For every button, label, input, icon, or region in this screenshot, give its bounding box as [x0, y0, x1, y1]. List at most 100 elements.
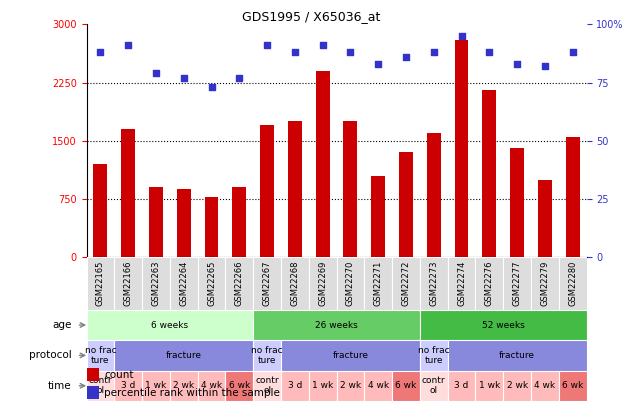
Bar [281, 340, 420, 371]
Bar [170, 371, 197, 401]
Point [373, 61, 383, 67]
Text: 4 wk: 4 wk [201, 381, 222, 390]
Text: GSM22268: GSM22268 [290, 261, 299, 306]
Text: 3 d: 3 d [454, 381, 469, 390]
Bar [94, 164, 108, 257]
Bar [392, 257, 420, 310]
Bar [447, 257, 476, 310]
Text: GSM22273: GSM22273 [429, 261, 438, 306]
Bar [260, 125, 274, 257]
Bar [538, 179, 552, 257]
Bar [281, 371, 309, 401]
Point [317, 42, 328, 49]
Text: GSM22270: GSM22270 [346, 261, 355, 306]
Bar [447, 340, 587, 371]
Bar [253, 340, 281, 371]
Text: 2 wk: 2 wk [506, 381, 528, 390]
Bar [510, 149, 524, 257]
Bar [226, 371, 253, 401]
Bar [281, 257, 309, 310]
Text: 6 weeks: 6 weeks [151, 320, 188, 330]
Bar [454, 40, 469, 257]
Text: contr
ol: contr ol [422, 376, 445, 395]
Text: GSM22274: GSM22274 [457, 261, 466, 306]
Text: GSM22280: GSM22280 [568, 261, 577, 306]
Text: fracture: fracture [499, 351, 535, 360]
Bar [309, 257, 337, 310]
Text: GSM22272: GSM22272 [401, 261, 410, 306]
Bar [226, 257, 253, 310]
Text: GSM22265: GSM22265 [207, 261, 216, 306]
Bar [233, 187, 246, 257]
Point [151, 70, 161, 77]
Bar [420, 371, 447, 401]
Text: 26 weeks: 26 weeks [315, 320, 358, 330]
Text: 6 wk: 6 wk [229, 381, 250, 390]
Bar [87, 371, 114, 401]
Text: 1 wk: 1 wk [479, 381, 500, 390]
Bar [253, 371, 281, 401]
Bar [177, 189, 191, 257]
Bar [337, 371, 364, 401]
Bar [482, 90, 496, 257]
Bar [371, 176, 385, 257]
Text: 1 wk: 1 wk [312, 381, 333, 390]
Bar [476, 257, 503, 310]
Bar [531, 257, 559, 310]
Text: no frac
ture: no frac ture [251, 346, 283, 365]
Bar [87, 310, 253, 340]
Bar [476, 371, 503, 401]
Point [567, 49, 578, 55]
Text: no frac
ture: no frac ture [418, 346, 449, 365]
Point [512, 61, 522, 67]
Bar [170, 257, 197, 310]
Bar [87, 257, 114, 310]
Bar [420, 257, 447, 310]
Bar [87, 386, 99, 399]
Text: protocol: protocol [29, 350, 72, 360]
Bar [197, 371, 226, 401]
Bar [531, 371, 559, 401]
Text: 6 wk: 6 wk [562, 381, 583, 390]
Bar [315, 71, 329, 257]
Text: 2 wk: 2 wk [173, 381, 194, 390]
Text: time: time [48, 381, 72, 391]
Text: GSM22165: GSM22165 [96, 261, 105, 306]
Bar [121, 129, 135, 257]
Bar [87, 340, 114, 371]
Bar [204, 197, 219, 257]
Bar [364, 257, 392, 310]
Bar [253, 310, 420, 340]
Text: percentile rank within the sample: percentile rank within the sample [104, 388, 280, 398]
Bar [114, 371, 142, 401]
Bar [503, 257, 531, 310]
Bar [559, 371, 587, 401]
Bar [142, 257, 170, 310]
Text: fracture: fracture [166, 351, 202, 360]
Text: 52 weeks: 52 weeks [482, 320, 524, 330]
Bar [114, 340, 253, 371]
Text: GSM22276: GSM22276 [485, 261, 494, 306]
Bar [399, 152, 413, 257]
Bar [364, 371, 392, 401]
Bar [503, 371, 531, 401]
Text: fracture: fracture [333, 351, 369, 360]
Text: 4 wk: 4 wk [535, 381, 555, 390]
Bar [447, 371, 476, 401]
Text: contr
ol: contr ol [255, 376, 279, 395]
Bar [420, 310, 587, 340]
Point [206, 84, 217, 90]
Text: GSM22277: GSM22277 [513, 261, 522, 306]
Bar [253, 257, 281, 310]
Bar [392, 371, 420, 401]
Bar [87, 368, 99, 381]
Text: no frac
ture: no frac ture [85, 346, 116, 365]
Bar [565, 137, 579, 257]
Point [484, 49, 494, 55]
Bar [337, 257, 364, 310]
Text: GSM22263: GSM22263 [151, 261, 160, 306]
Text: count: count [104, 370, 133, 380]
Point [96, 49, 106, 55]
Point [290, 49, 300, 55]
Text: 4 wk: 4 wk [368, 381, 388, 390]
